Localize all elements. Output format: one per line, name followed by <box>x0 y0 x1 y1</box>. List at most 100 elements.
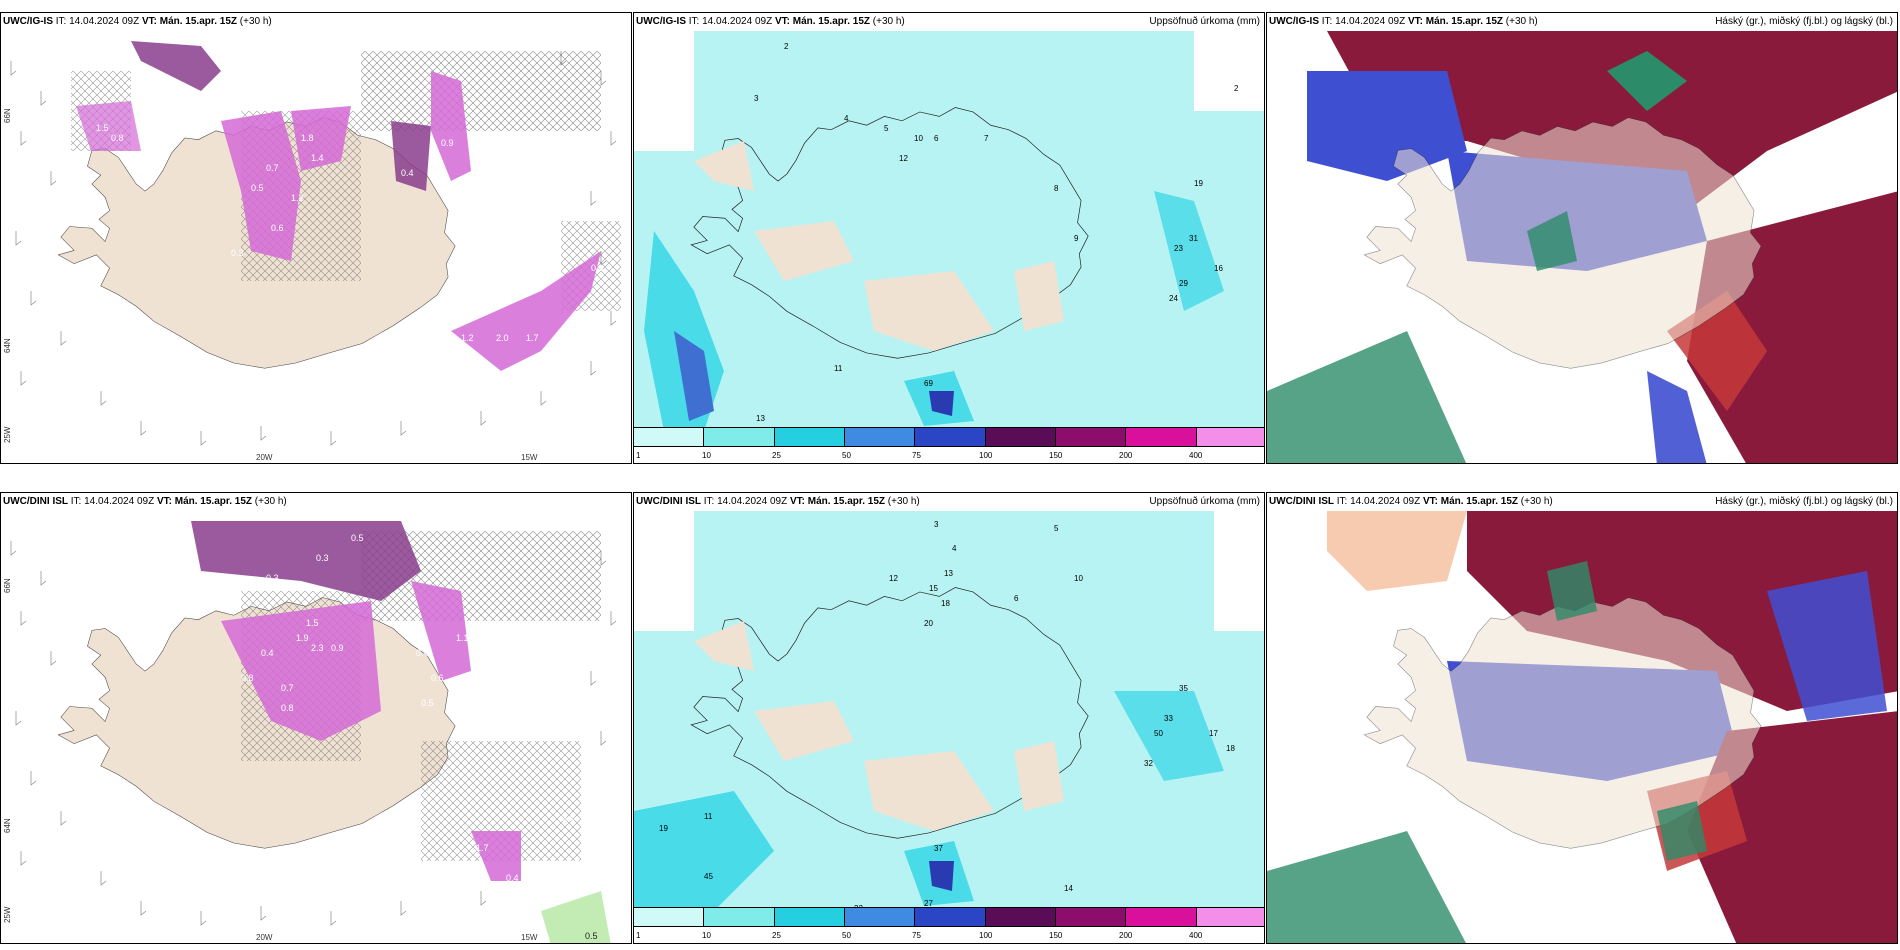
label: 1.2 <box>291 193 304 203</box>
label: 13 <box>944 569 953 578</box>
cloud-cover-map <box>1267 511 1897 943</box>
lon-label: 15W <box>521 933 538 942</box>
label: 29 <box>1179 279 1188 288</box>
panel-subtitle: Uppsöfnuð úrkoma (mm) <box>1149 16 1260 27</box>
wind-barbs <box>10 541 617 926</box>
label: 0.3 <box>216 98 229 108</box>
panel-row2-left: UWC/DINI ISL IT: 14.04.2024 09Z VT: Mán.… <box>0 492 632 944</box>
label: 0.4 <box>561 813 574 823</box>
colorbar-ticks: 1 10 25 50 75 100 150 200 400 <box>634 451 1264 461</box>
label: 0.6 <box>431 673 444 683</box>
label: 0.3 <box>316 553 329 563</box>
precip-area <box>76 101 141 151</box>
tick: 150 <box>1049 931 1063 940</box>
label: 0.7 <box>281 683 294 693</box>
label: 0.3 <box>266 573 279 583</box>
precip-area <box>131 41 221 91</box>
colorbar-swatch <box>774 908 845 926</box>
label: 2 <box>784 42 789 51</box>
label: 0.9 <box>331 643 344 653</box>
cloud-cover-map <box>1267 31 1897 463</box>
label: 14 <box>1064 884 1073 893</box>
label: 3 <box>754 94 759 103</box>
accum-precip-map: 2 3 4 5 6 7 8 9 10 12 13 2 11 31 23 29 1… <box>634 31 1264 445</box>
precip-area <box>191 521 421 601</box>
lon-label: 25W <box>3 906 12 923</box>
precip-area <box>391 121 431 191</box>
label: 1.7 <box>526 333 539 343</box>
precip-area <box>411 581 471 681</box>
panel-row1-left: UWC/IG-IS IT: 14.04.2024 09Z VT: Mán. 15… <box>0 12 632 464</box>
lon-label: 20W <box>256 453 273 462</box>
label: 0.3 <box>231 248 244 258</box>
label: 0.4 <box>506 873 519 883</box>
label: 32 <box>1144 759 1153 768</box>
label: 12 <box>899 154 908 163</box>
panel-subtitle: Uppsöfnuð úrkoma (mm) <box>1149 496 1260 507</box>
precip-wind-map: 0.5 0.3 0.3 1.5 1.9 2.3 0.8 1.1 0.9 0.4 … <box>10 521 617 943</box>
label: 16 <box>1214 264 1223 273</box>
label: 18 <box>941 599 950 608</box>
precip-area <box>541 891 611 943</box>
tick: 1 <box>636 931 641 940</box>
label: 0.8 <box>281 703 294 713</box>
label: 2 <box>1234 84 1239 93</box>
panel-subtitle: Háský (gr.), miðský (fj.bl.) og lágský (… <box>1715 496 1893 507</box>
panel-title: UWC/IG-IS IT: 14.04.2024 09Z VT: Mán. 15… <box>636 16 905 27</box>
label: 45 <box>704 872 713 881</box>
panel-title: UWC/IG-IS IT: 14.04.2024 09Z VT: Mán. 15… <box>3 16 272 27</box>
label: 1.5 <box>96 123 109 133</box>
label: 11 <box>704 812 713 821</box>
label: 6 <box>1014 594 1019 603</box>
label: 4 <box>952 544 957 553</box>
tick: 400 <box>1189 931 1203 940</box>
colorbar-swatch <box>774 428 845 446</box>
tick: 25 <box>772 451 781 460</box>
tick: 75 <box>912 451 921 460</box>
precip-area <box>291 106 351 171</box>
label: 15 <box>929 584 938 593</box>
precip-labels: 0.5 0.3 0.3 1.5 1.9 2.3 0.8 1.1 0.9 0.4 … <box>241 533 598 941</box>
label: 0.9 <box>441 138 454 148</box>
label: 9 <box>1074 234 1079 243</box>
label: 0.5 <box>421 698 434 708</box>
label: 0.5 <box>585 931 598 941</box>
colorbar-ticks: 1 10 25 50 75 100 150 200 400 <box>634 931 1264 941</box>
label: 5 <box>1054 524 1059 533</box>
colorbar-swatch <box>704 428 775 446</box>
accum-precip-map: 3 4 5 6 10 12 13 15 18 20 33 35 50 17 18… <box>634 511 1264 925</box>
colorbar-swatch <box>1196 908 1264 926</box>
panel-row1-right: UWC/IG-IS IT: 14.04.2024 09Z VT: Mán. 15… <box>1266 12 1898 464</box>
label: 69 <box>924 379 933 388</box>
label: 11 <box>834 364 843 373</box>
label: 20 <box>924 619 933 628</box>
label: 2.3 <box>311 643 324 653</box>
label: 1.2 <box>461 333 474 343</box>
tick: 10 <box>702 931 711 940</box>
label: 0.5 <box>351 533 364 543</box>
label: 0.3 <box>591 263 604 273</box>
label: 0.5 <box>151 73 164 83</box>
label: 13 <box>756 414 765 423</box>
label: 35 <box>1179 684 1188 693</box>
tick: 200 <box>1119 451 1133 460</box>
tick: 150 <box>1049 451 1063 460</box>
lon-label: 20W <box>256 933 273 942</box>
label: 5 <box>884 124 889 133</box>
label: 0.7 <box>266 163 279 173</box>
lat-label: 64N <box>3 338 12 353</box>
accum-labels: 3 4 5 6 10 12 13 15 18 20 33 35 50 17 18… <box>659 520 1235 913</box>
label: 3 <box>934 520 939 529</box>
label: 1.7 <box>476 843 489 853</box>
panel-row2-right: UWC/DINI ISL IT: 14.04.2024 09Z VT: Mán.… <box>1266 492 1898 944</box>
label: 4 <box>844 114 849 123</box>
colorbar-swatch <box>844 908 916 926</box>
panel-row2-mid: UWC/DINI ISL IT: 14.04.2024 09Z VT: Mán.… <box>633 492 1265 944</box>
panel-row1-mid: UWC/IG-IS IT: 14.04.2024 09Z VT: Mán. 15… <box>633 12 1265 464</box>
panel-title: UWC/IG-IS IT: 14.04.2024 09Z VT: Mán. 15… <box>1269 16 1538 27</box>
precip-area <box>451 251 601 371</box>
colorbar <box>634 427 1264 447</box>
label: 2.0 <box>496 333 509 343</box>
label: 23 <box>1174 244 1183 253</box>
colorbar <box>634 907 1264 927</box>
